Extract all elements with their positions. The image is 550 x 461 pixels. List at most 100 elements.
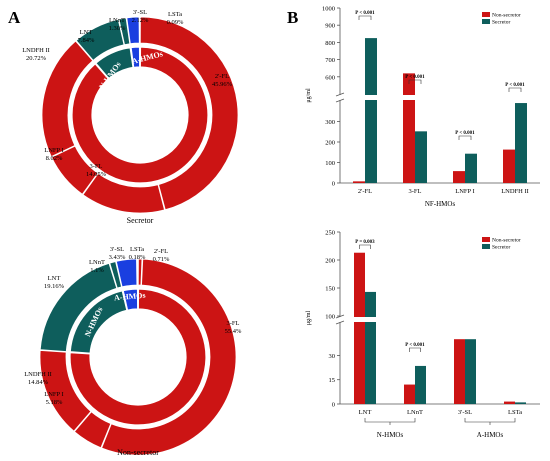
x-tick-label: 2'-FL xyxy=(358,188,372,195)
significance-label: P < 0.001 xyxy=(355,11,375,16)
legend-label: Secretor xyxy=(492,20,510,26)
significance-bracket xyxy=(408,79,422,84)
legend-label: Non-secretor xyxy=(492,238,521,244)
legend-swatch xyxy=(482,244,490,249)
significance-label: P < 0.001 xyxy=(505,83,525,88)
bar-break-gap xyxy=(353,317,366,322)
donut-slice-name: LSTa xyxy=(168,11,182,18)
x-tick-label: 3-FL xyxy=(409,188,422,195)
donut-ring-gap xyxy=(68,43,212,187)
y-axis-label: μg/ml xyxy=(306,88,312,103)
donut-outer-slice xyxy=(39,350,92,432)
donut-slice-name: 3'-SL xyxy=(133,9,147,16)
donut-slice-percent: 19.16% xyxy=(44,283,65,290)
donut-ring-gap xyxy=(66,285,210,429)
donut-chart-secretor: NF-HMOsN-HMOsA-HMOs2'-FL45.96%3-FL14.05%… xyxy=(22,9,239,214)
x-tick-label: 3'-SL xyxy=(458,409,472,416)
donut-inner-slice xyxy=(69,288,207,426)
donut-inner-label: A-HMOs xyxy=(114,291,146,303)
donut-slice-percent: 0.71% xyxy=(153,256,170,263)
donut-inner-slice xyxy=(95,47,134,80)
donut-slice-percent: 0.18% xyxy=(129,254,146,261)
donut-outer-slice xyxy=(139,16,141,44)
donut-slice-percent: 3.43% xyxy=(109,254,126,261)
group-label: A-HMOs xyxy=(477,431,504,439)
axis-break-gap xyxy=(336,317,344,322)
donut-slice-name: 3-FL xyxy=(90,163,103,170)
group-bracket xyxy=(464,418,516,425)
bar xyxy=(365,291,376,404)
x-tick-label: LNFP I xyxy=(455,188,474,195)
significance-bracket xyxy=(458,135,472,140)
legend-swatch xyxy=(482,237,490,242)
significance-bracket xyxy=(359,244,371,249)
donut-outer-slice xyxy=(41,40,94,158)
axis-break-mark xyxy=(335,320,345,325)
bar-break-gap xyxy=(364,317,377,322)
bar xyxy=(415,131,427,183)
y-tick-label: 15 xyxy=(329,377,336,384)
donut-slice-percent: 14.05% xyxy=(86,171,107,178)
donut-outer-slice xyxy=(39,262,118,353)
axis-break-gap xyxy=(336,95,344,100)
significance-label: P < 0.001 xyxy=(405,343,425,348)
axis-break-mark xyxy=(335,98,345,103)
donut-inner-slice xyxy=(71,46,209,184)
bar xyxy=(515,402,526,404)
donut-slice-name: LSTa xyxy=(130,246,144,253)
donut-slice-percent: 0.09% xyxy=(167,19,184,26)
significance-label: P < 0.001 xyxy=(405,75,425,80)
legend-swatch xyxy=(482,12,490,17)
donut-inner-label: NF-HMOs xyxy=(122,124,158,133)
donut-inner-slice xyxy=(122,288,139,311)
y-tick-label: 1000 xyxy=(322,6,335,13)
bar xyxy=(465,339,476,404)
group-bracket xyxy=(364,418,416,425)
donut-slice-name: LNT xyxy=(48,275,61,282)
y-tick-label: 200 xyxy=(325,140,335,147)
significance-label: P = 0.003 xyxy=(355,240,375,245)
donut-title-non-secretor: Non-secretor xyxy=(117,448,159,457)
significance-label: P < 0.001 xyxy=(455,131,475,136)
legend-label: Non-secretor xyxy=(492,13,521,19)
y-tick-label: 900 xyxy=(325,23,335,30)
donut-outer-slice xyxy=(75,18,125,61)
y-tick-label: 0 xyxy=(332,402,335,409)
donut-slice-percent: 2.12% xyxy=(132,17,149,24)
donut-slice-name: 3-FL xyxy=(227,320,240,327)
donut-outer-slice xyxy=(101,258,237,456)
panel-label-b: B xyxy=(287,8,298,27)
bar-chart-nf-hmos: 0 100 200 300 600 700 800 900 1000 μg/ml 2'-FL 3-FL… xyxy=(306,6,540,208)
y-tick-label: 150 xyxy=(325,286,335,293)
significance-bracket xyxy=(358,15,372,20)
donut-slice-percent: 1.30% xyxy=(109,25,126,32)
donut-slice-percent: 1.1% xyxy=(90,267,104,274)
y-axis-label: μg/ml xyxy=(306,311,312,326)
donut-slice-percent: 45.96% xyxy=(212,81,233,88)
x-tick-label: LNT xyxy=(359,409,372,416)
y-tick-label: 100 xyxy=(325,314,335,321)
bar xyxy=(415,365,426,404)
donut-slice-name: LNFP I xyxy=(44,391,63,398)
bar-chart-n-a-hmos: 0 15 30 100 150 200 250 μg/ml LNT LNnT 3'-SL LSTa P … xyxy=(306,230,540,439)
bar xyxy=(503,149,515,183)
bar xyxy=(465,153,477,183)
x-axis-label: NF-HMOs xyxy=(425,200,456,208)
bar-break-gap xyxy=(402,95,416,100)
donut-outer-slice xyxy=(118,17,131,46)
axis-break-mark xyxy=(335,92,345,97)
y-tick-label: 800 xyxy=(325,40,335,47)
donut-slice-percent: 7.84% xyxy=(78,37,95,44)
donut-slice-name: LNT xyxy=(80,29,93,36)
donut-outer-slice xyxy=(82,173,165,214)
donut-inner-label: NF-HMOs xyxy=(129,362,164,390)
donut-outer-slice xyxy=(139,16,239,211)
donut-slice-name: 2'-FL xyxy=(215,73,229,80)
donut-slice-name: LNFP I xyxy=(44,147,63,154)
y-tick-label: 0 xyxy=(332,181,335,188)
legend-label: Secretor xyxy=(492,245,510,251)
donut-slice-percent: 55.4% xyxy=(225,328,242,335)
donut-slice-percent: 8.02% xyxy=(46,155,63,162)
donut-slice-percent: 5.18% xyxy=(46,399,63,406)
